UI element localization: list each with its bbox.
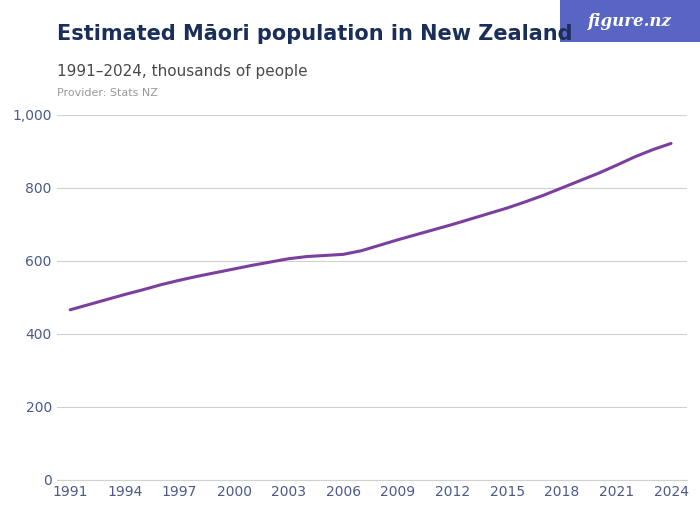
Text: Provider: Stats NZ: Provider: Stats NZ [57, 88, 158, 98]
Text: 1991–2024, thousands of people: 1991–2024, thousands of people [57, 64, 308, 79]
Text: figure.nz: figure.nz [588, 13, 672, 29]
Text: Estimated Māori population in New Zealand: Estimated Māori population in New Zealan… [57, 24, 573, 44]
